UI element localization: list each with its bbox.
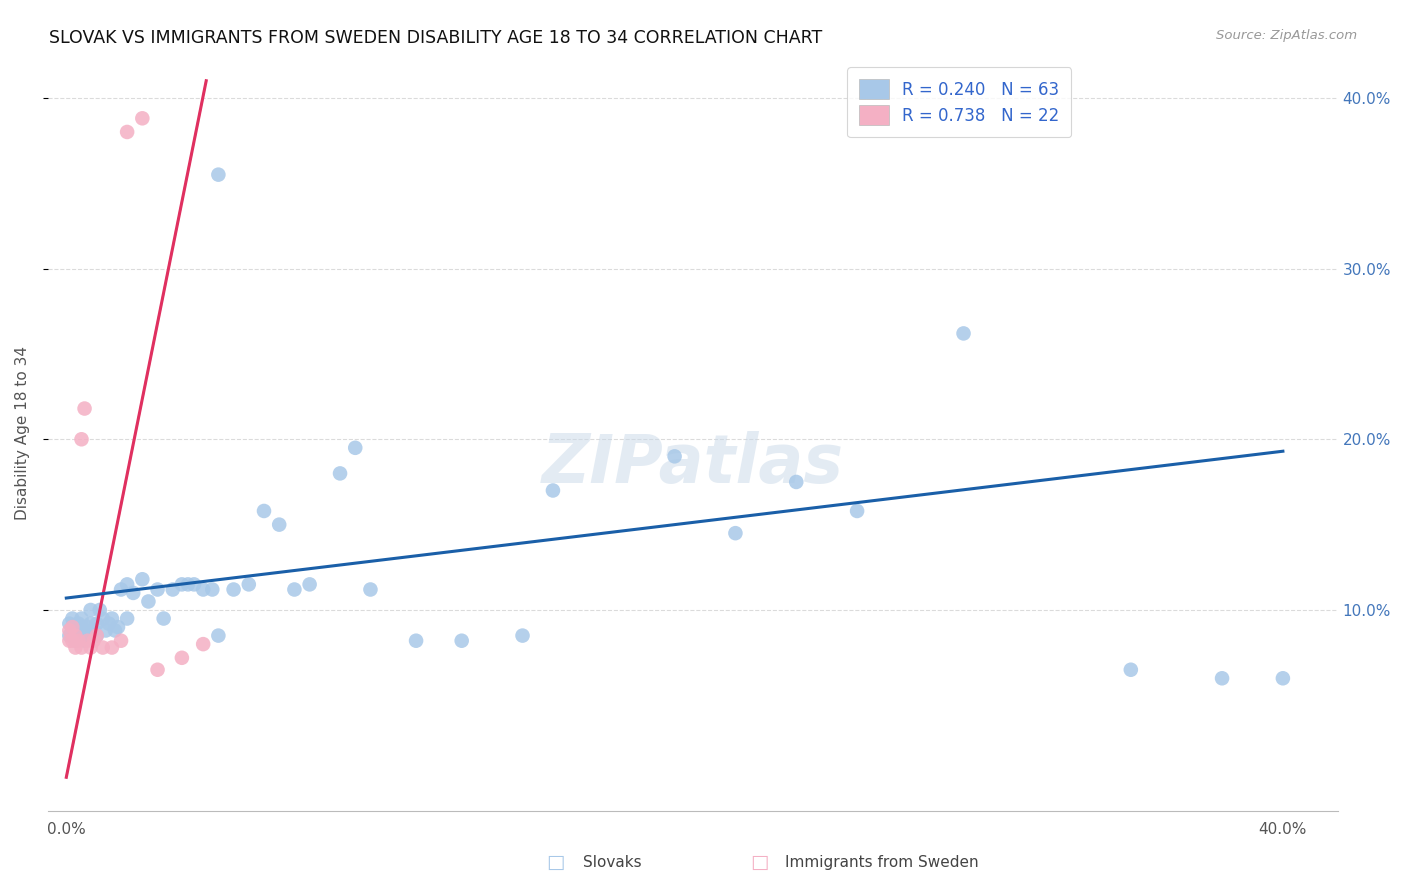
Point — [101, 611, 124, 625]
Point — [73, 401, 96, 416]
Point — [58, 629, 80, 643]
Point — [664, 450, 686, 464]
Point — [170, 577, 193, 591]
Point — [115, 577, 138, 591]
Point — [86, 616, 108, 631]
Text: □: □ — [749, 853, 769, 872]
Point — [60, 620, 83, 634]
Point — [359, 582, 381, 597]
Point — [58, 616, 80, 631]
Point — [541, 483, 564, 498]
Point — [146, 663, 169, 677]
Point — [152, 611, 174, 625]
Point — [91, 640, 114, 655]
Point — [785, 475, 807, 489]
Point — [131, 572, 153, 586]
Point — [104, 624, 127, 638]
Point — [58, 624, 80, 638]
Point — [65, 629, 87, 643]
Point — [83, 633, 105, 648]
Point — [58, 633, 80, 648]
Point — [115, 125, 138, 139]
Text: SLOVAK VS IMMIGRANTS FROM SWEDEN DISABILITY AGE 18 TO 34 CORRELATION CHART: SLOVAK VS IMMIGRANTS FROM SWEDEN DISABIL… — [49, 29, 823, 47]
Point — [83, 624, 105, 638]
Point — [76, 629, 98, 643]
Text: ZIPatlas: ZIPatlas — [541, 431, 844, 497]
Point — [131, 112, 153, 126]
Point — [70, 620, 93, 634]
Point — [67, 629, 90, 643]
Point — [138, 594, 160, 608]
Point — [207, 168, 229, 182]
Point — [122, 586, 145, 600]
Text: Source: ZipAtlas.com: Source: ZipAtlas.com — [1216, 29, 1357, 43]
Point — [298, 577, 321, 591]
Point — [344, 441, 367, 455]
Point — [450, 633, 472, 648]
Point — [1271, 671, 1294, 685]
Point — [70, 611, 93, 625]
Point — [86, 629, 108, 643]
Point — [70, 432, 93, 446]
Point — [73, 624, 96, 638]
Point — [162, 582, 184, 597]
Point — [512, 629, 534, 643]
Point — [60, 633, 83, 648]
Y-axis label: Disability Age 18 to 34: Disability Age 18 to 34 — [15, 346, 30, 520]
Point — [238, 577, 260, 591]
Point — [207, 629, 229, 643]
Point — [107, 620, 129, 634]
Point — [115, 611, 138, 625]
Point — [97, 616, 120, 631]
Point — [79, 640, 101, 655]
Point — [79, 616, 101, 631]
Point — [76, 620, 98, 634]
Point — [73, 633, 96, 648]
Point — [253, 504, 276, 518]
Point — [86, 629, 108, 643]
Point — [65, 633, 87, 648]
Point — [67, 616, 90, 631]
Point — [79, 603, 101, 617]
Point — [222, 582, 245, 597]
Point — [89, 603, 111, 617]
Point — [329, 467, 352, 481]
Point — [70, 640, 93, 655]
Point — [177, 577, 200, 591]
Legend: R = 0.240   N = 63, R = 0.738   N = 22: R = 0.240 N = 63, R = 0.738 N = 22 — [848, 67, 1071, 137]
Point — [91, 611, 114, 625]
Point — [269, 517, 291, 532]
Point — [60, 611, 83, 625]
Point — [201, 582, 224, 597]
Point — [110, 582, 132, 597]
Point — [170, 650, 193, 665]
Point — [67, 633, 90, 648]
Point — [76, 633, 98, 648]
Point — [405, 633, 427, 648]
Point — [193, 582, 215, 597]
Point — [146, 582, 169, 597]
Point — [1119, 663, 1142, 677]
Point — [101, 640, 124, 655]
Point — [724, 526, 747, 541]
Text: Immigrants from Sweden: Immigrants from Sweden — [785, 855, 979, 870]
Point — [193, 637, 215, 651]
Point — [94, 624, 117, 638]
Point — [65, 624, 87, 638]
Text: Slovaks: Slovaks — [583, 855, 643, 870]
Point — [846, 504, 869, 518]
Point — [110, 633, 132, 648]
Text: □: □ — [546, 853, 565, 872]
Point — [952, 326, 974, 341]
Point — [1211, 671, 1233, 685]
Point — [283, 582, 305, 597]
Point — [183, 577, 205, 591]
Point — [65, 640, 87, 655]
Point — [60, 620, 83, 634]
